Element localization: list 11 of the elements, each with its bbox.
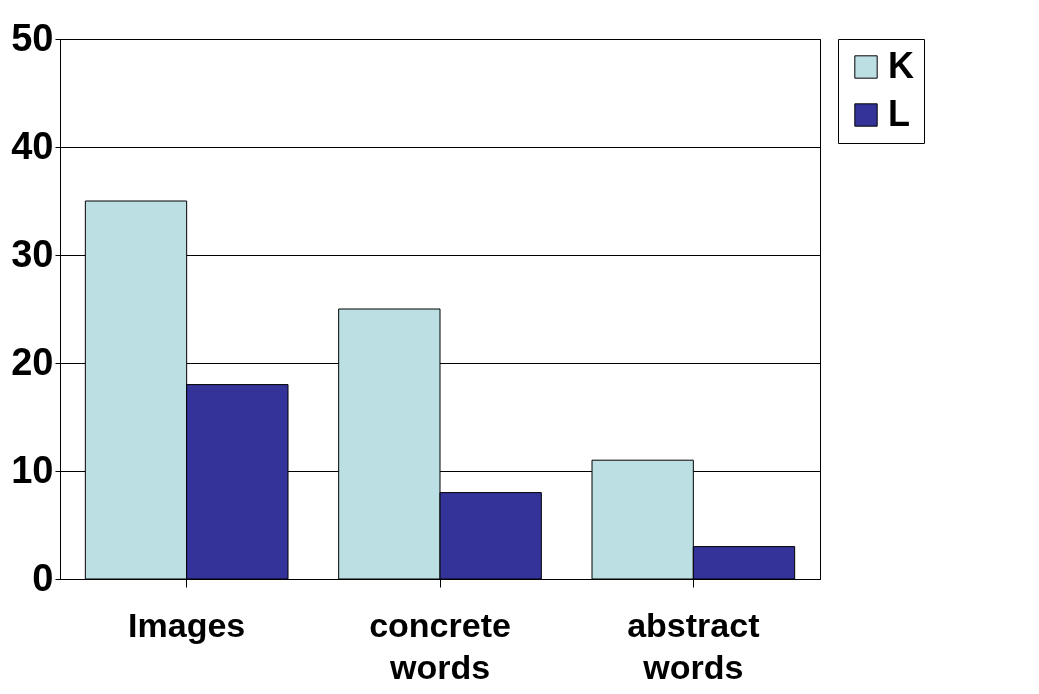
x-tick-label: abstract words — [627, 605, 760, 686]
x-tick-label: Images — [128, 605, 246, 644]
y-tick-label: 0 — [32, 556, 54, 599]
y-tick-label: 50 — [11, 16, 54, 59]
y-tick-label: 10 — [11, 448, 54, 491]
x-tick-label: concrete words — [369, 605, 511, 686]
y-tick-label: 20 — [11, 340, 54, 383]
legend-label: K — [888, 45, 914, 86]
y-tick-label: 30 — [11, 232, 54, 275]
y-tick-label: 40 — [11, 124, 54, 167]
legend-label: L — [888, 93, 910, 134]
